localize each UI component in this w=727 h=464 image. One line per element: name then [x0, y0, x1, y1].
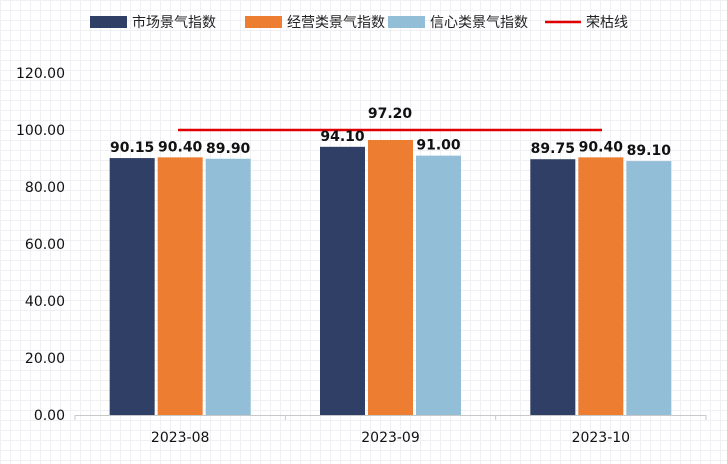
legend: 市场景气指数 经营类景气指数 信心类景气指数 荣枯线	[90, 14, 628, 31]
bar-1-2023-08	[109, 158, 155, 415]
data-label: 90.40	[158, 139, 203, 155]
data-label: 90.40	[579, 139, 624, 155]
reference-line-label: 97.20	[368, 106, 413, 122]
bar-3-2023-10	[626, 161, 672, 415]
legend-swatch-2	[245, 16, 282, 28]
reference-line-group: 97.20	[178, 106, 602, 132]
data-label: 89.90	[206, 141, 251, 157]
legend-label-2: 经营类景气指数	[287, 15, 385, 31]
x-tick-label: 2023-08	[151, 430, 210, 446]
x-tick-label: 2023-10	[572, 430, 631, 446]
bars	[109, 139, 672, 416]
bar-1-2023-10	[530, 159, 576, 415]
data-label: 91.00	[416, 138, 461, 154]
x-tick-label: 2023-09	[361, 430, 420, 446]
y-tick-label: 20.00	[25, 351, 65, 367]
legend-label-1: 市场景气指数	[132, 14, 216, 31]
data-label: 90.15	[110, 140, 154, 156]
y-tick-label: 80.00	[25, 180, 65, 196]
y-tick-label: 120.00	[16, 66, 65, 82]
bar-3-2023-09	[416, 155, 461, 415]
bar-3-2023-08	[205, 158, 251, 415]
data-label: 89.10	[627, 143, 672, 159]
bar-2-2023-08	[157, 157, 203, 416]
y-tick-label: 40.00	[25, 294, 65, 310]
bar-2-2023-09	[368, 139, 413, 415]
data-label: 89.75	[531, 141, 575, 157]
y-tick-label: 0.00	[34, 408, 65, 424]
legend-swatch-3	[388, 16, 425, 28]
legend-label-3: 信心类景气指数	[430, 15, 528, 31]
legend-label-reference-line: 荣枯线	[586, 15, 628, 31]
bar-2-2023-10	[578, 157, 624, 416]
y-tick-label: 60.00	[25, 237, 65, 253]
y-tick-label: 100.00	[16, 123, 65, 139]
legend-swatch-1	[90, 16, 127, 28]
data-label: 94.10	[320, 129, 365, 145]
bar-1-2023-09	[320, 146, 365, 415]
x-axis: 2023-08 2023-09 2023-10	[74, 415, 707, 446]
y-axis: 0.00 20.00 40.00 60.00 80.00 100.00 120.00	[16, 66, 65, 424]
